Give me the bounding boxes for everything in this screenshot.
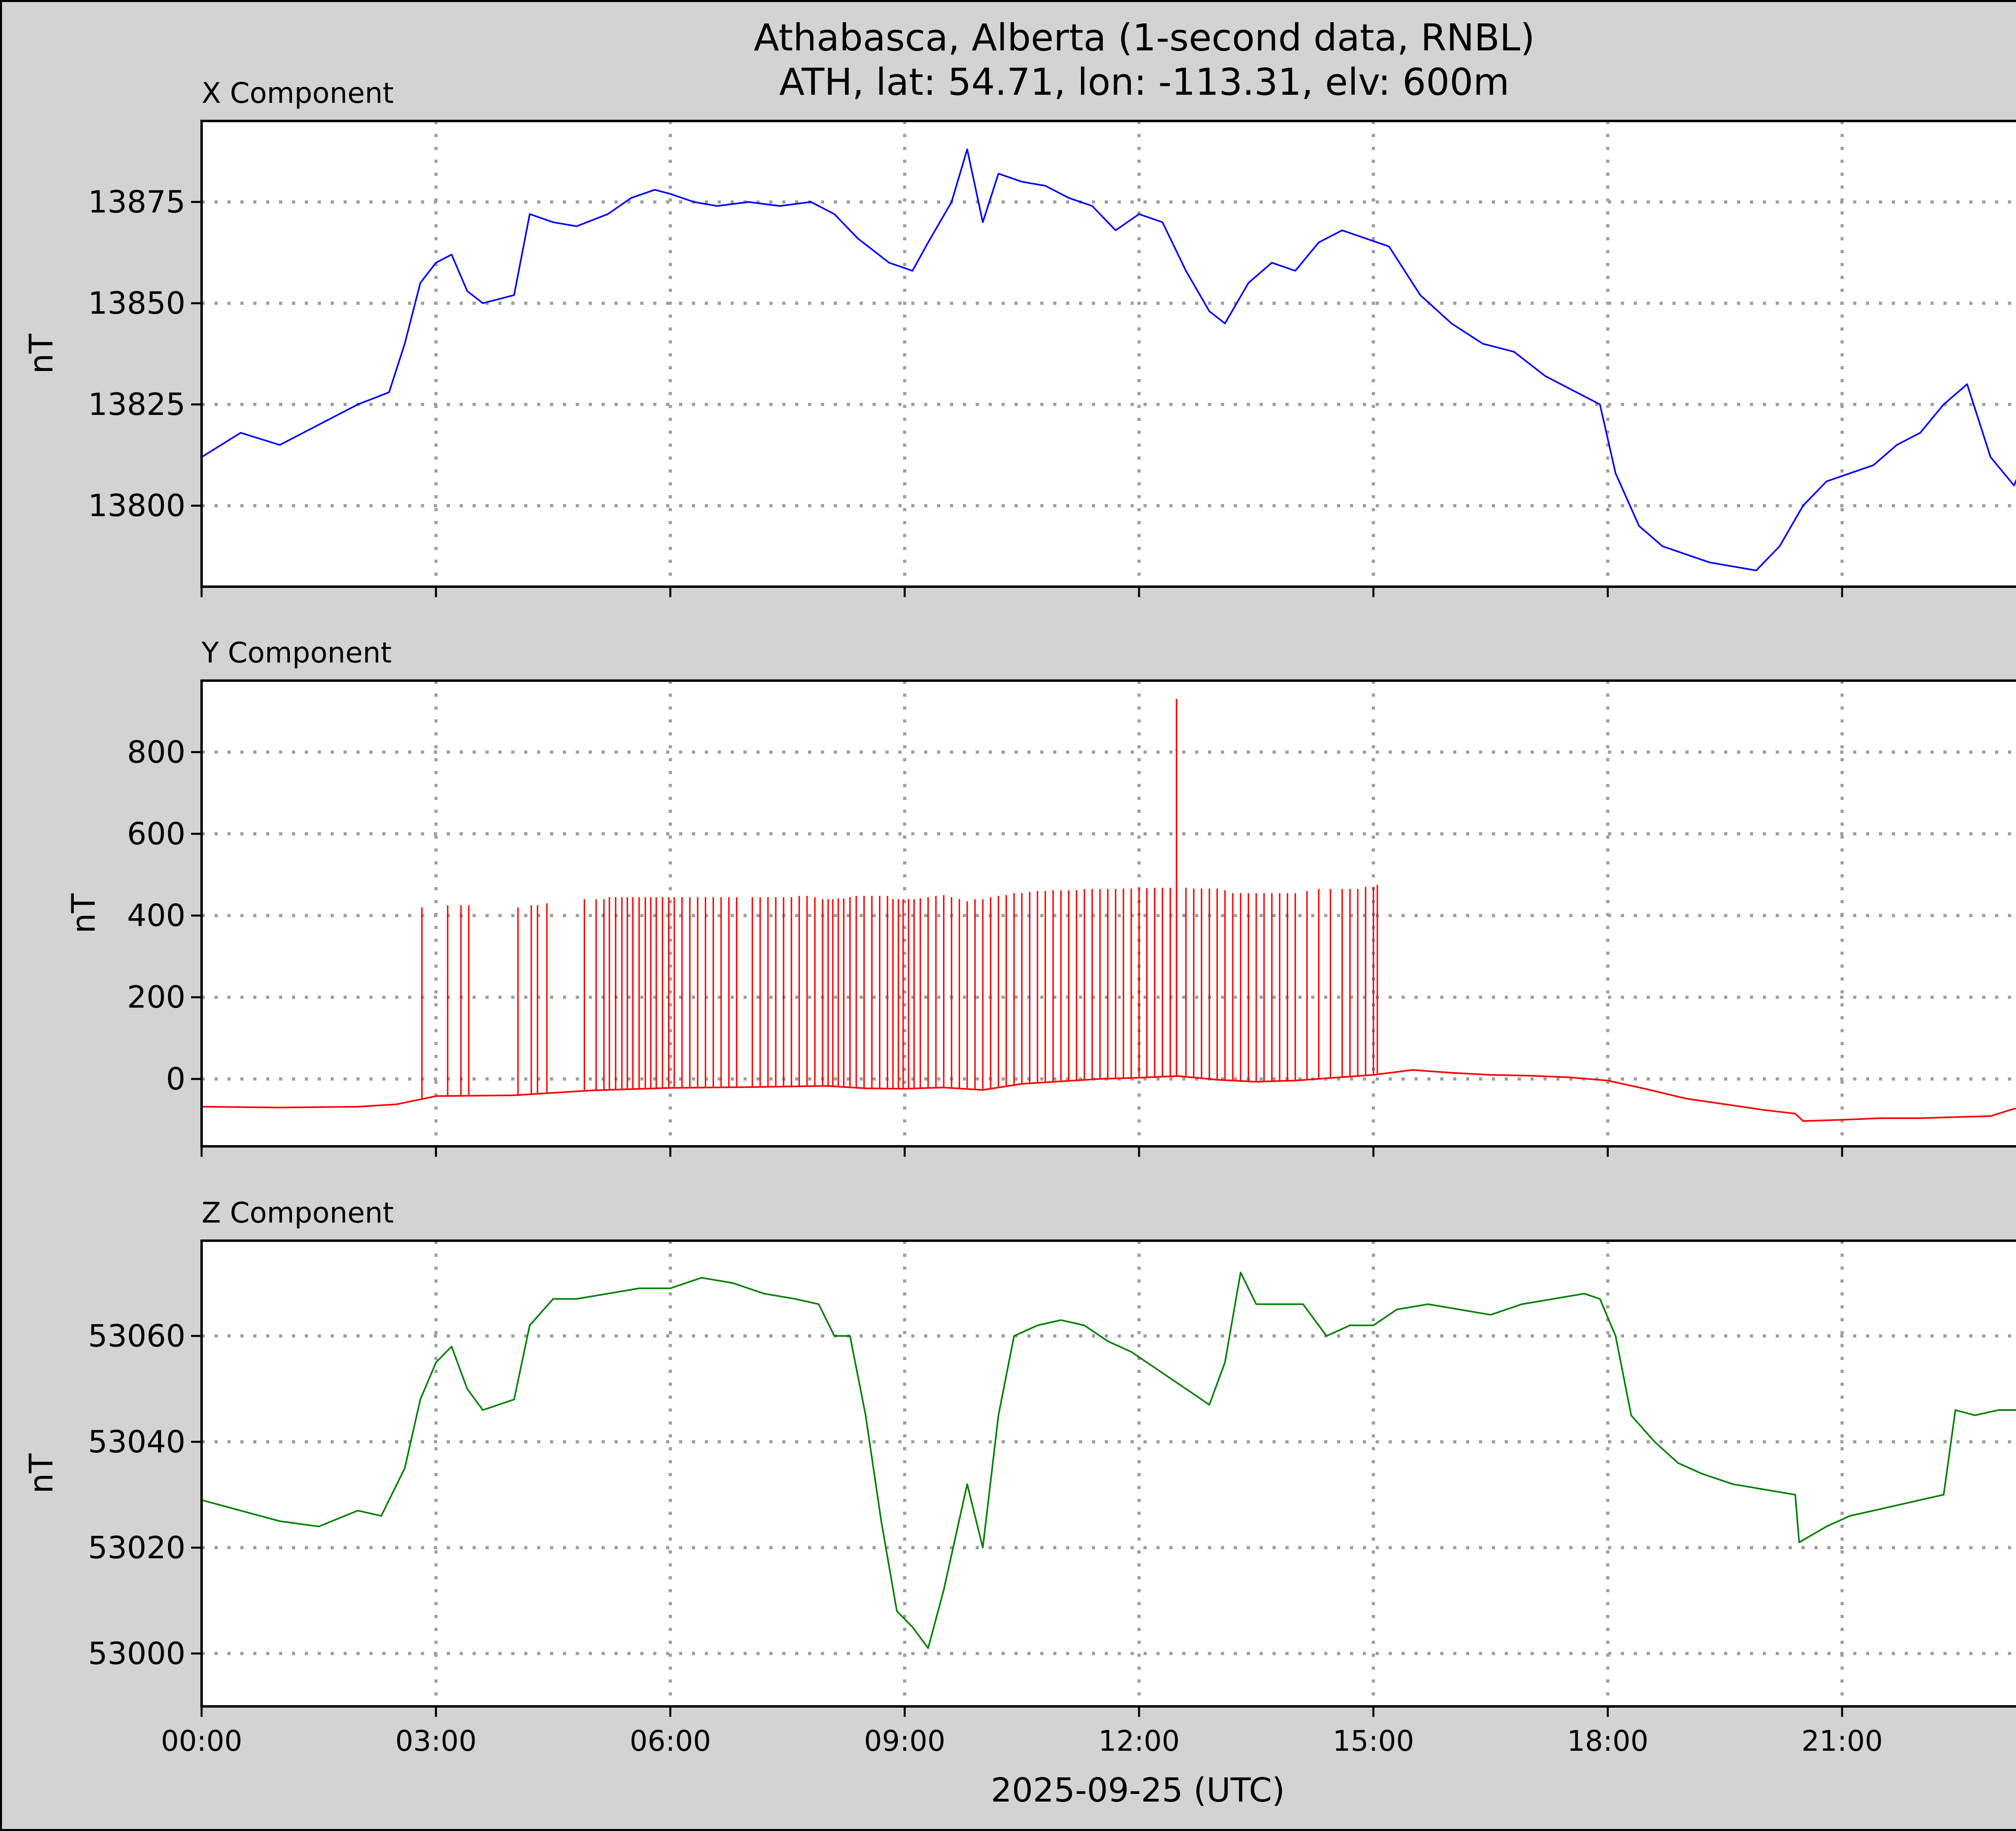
y-tick-label-x: 13825 xyxy=(88,386,185,422)
x-tick-label: 12:00 xyxy=(1098,1725,1180,1758)
series-line-x xyxy=(201,148,2016,571)
panel-title-x: X Component xyxy=(202,77,394,110)
axes-frame-x xyxy=(200,120,2016,588)
x-axis-label: 2025-09-25 (UTC) xyxy=(991,1771,1285,1810)
panel-z: 00:00 03:00 06:00 09:00 12:00 15:00 18:00 21:00… xyxy=(23,1196,2016,1758)
series-line-y xyxy=(201,1069,2016,1122)
panel-y: 0 200 400 600 800 Y Component nT xyxy=(65,636,2016,1157)
y-tick-label-y: 0 xyxy=(166,1061,185,1097)
series-line-z xyxy=(201,1271,2016,1649)
y-tick-label-z: 53020 xyxy=(88,1529,185,1565)
y-tick-label-x: 13800 xyxy=(88,487,185,523)
x-tick-label: 15:00 xyxy=(1333,1725,1414,1758)
y-tick-label-y: 400 xyxy=(127,898,185,933)
plot-area-z xyxy=(202,1241,2016,1706)
y-tick-label-x: 13875 xyxy=(88,184,185,220)
y-axis-label-y: nT xyxy=(65,893,102,934)
panel-title-y: Y Component xyxy=(201,636,392,669)
x-tick-label: 03:00 xyxy=(395,1725,477,1758)
plot-area-x xyxy=(202,121,2016,587)
y-tick-label-z: 53000 xyxy=(88,1635,185,1671)
y-tick-label-y: 600 xyxy=(127,816,185,852)
x-tick-label: 06:00 xyxy=(630,1725,711,1758)
x-tick-label: 18:00 xyxy=(1567,1725,1649,1758)
y-tick-label-z: 53060 xyxy=(88,1318,185,1354)
y-tick-label-y: 800 xyxy=(127,734,185,770)
x-tick-label: 09:00 xyxy=(864,1725,946,1758)
y-tick-label-x: 13850 xyxy=(88,285,185,321)
panel-x: 13800 13825 13850 13875 X Component nT xyxy=(23,77,2016,597)
y-axis-label-z: nT xyxy=(23,1453,60,1494)
axes-frame-z xyxy=(200,1239,2016,1708)
x-tick-label: 00:00 xyxy=(161,1725,242,1758)
plot-area-y xyxy=(202,681,2016,1146)
y-axis-label-x: nT xyxy=(23,333,60,374)
panel-title-z: Z Component xyxy=(202,1196,394,1229)
x-tick-label: 21:00 xyxy=(1801,1725,1883,1758)
figure-title-line2: ATH, lat: 54.71, lon: -113.31, elv: 600m xyxy=(779,60,1510,104)
figure-title-line1: Athabasca, Alberta (1-second data, RNBL) xyxy=(754,16,1535,59)
y-tick-label-z: 53040 xyxy=(88,1424,185,1460)
y-tick-label-y: 200 xyxy=(127,979,185,1015)
axes-frame-y xyxy=(200,679,2016,1148)
panels: 13800 13825 13850 13875 X Component nT 0 200 400… xyxy=(23,77,2016,1758)
